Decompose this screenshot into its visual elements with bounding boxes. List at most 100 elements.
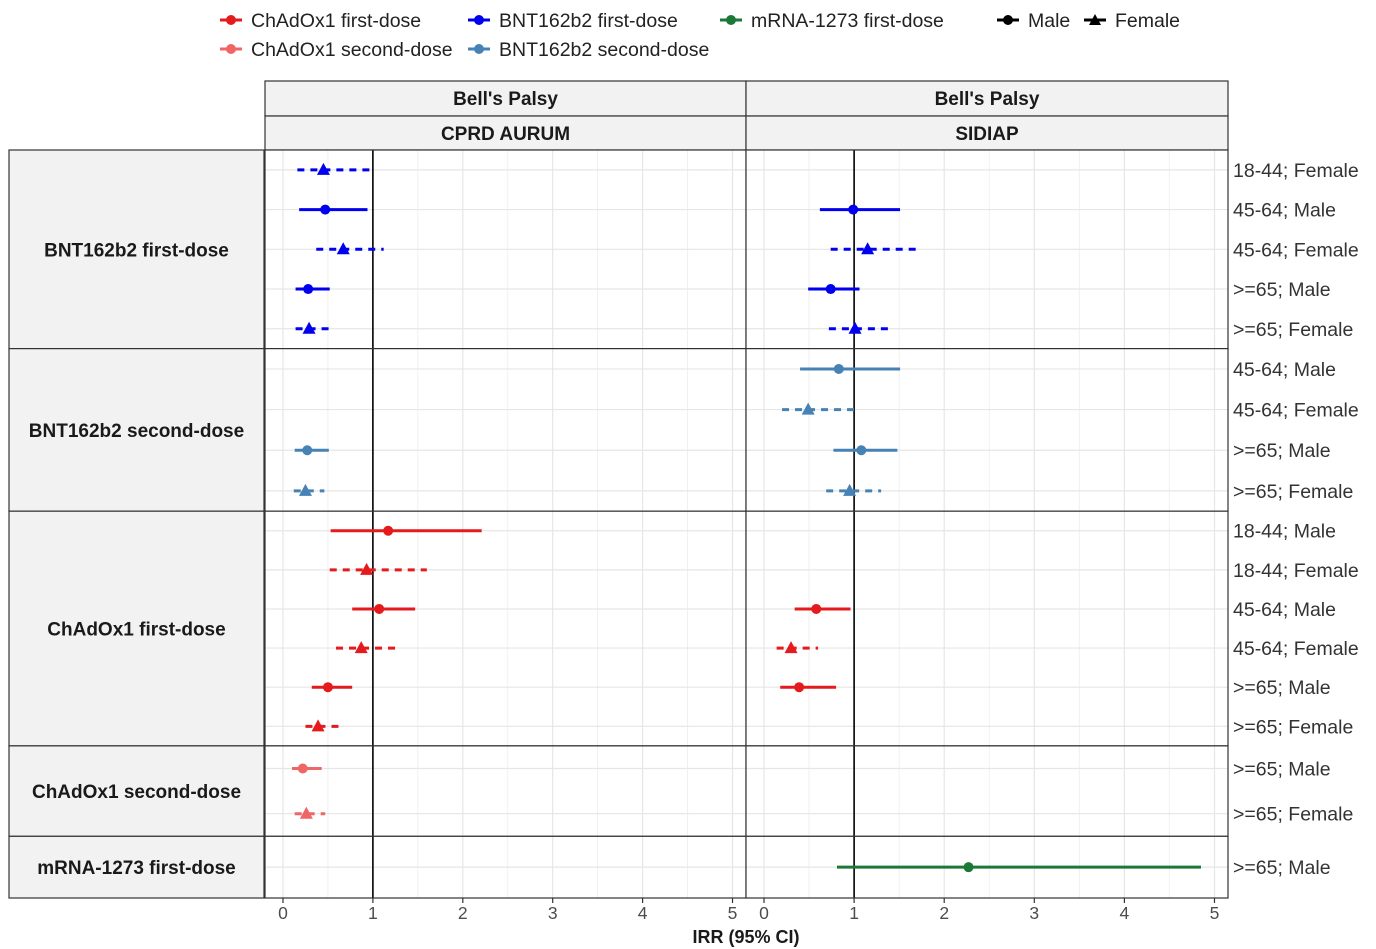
row-label: 18-44; Male xyxy=(1233,521,1336,543)
x-tick-label: 1 xyxy=(849,903,859,923)
panel-background xyxy=(746,348,1228,512)
row-label: 45-64; Male xyxy=(1233,200,1336,222)
estimate xyxy=(830,242,921,255)
panel-cprd xyxy=(264,149,747,350)
legend-label: Female xyxy=(1115,10,1180,32)
point-estimate xyxy=(302,445,313,456)
estimate xyxy=(352,603,416,614)
row-label: >=65; Male xyxy=(1233,857,1331,879)
x-tick-label: 1 xyxy=(368,903,378,923)
point-estimate xyxy=(825,284,836,295)
point-estimate xyxy=(316,162,330,175)
group-strip xyxy=(8,510,265,747)
panel-background xyxy=(746,745,1228,837)
row-label: >=65; Male xyxy=(1233,279,1331,301)
x-tick-label: 0 xyxy=(759,903,769,923)
estimate xyxy=(297,162,372,175)
estimate xyxy=(836,862,1201,873)
panel-sidiap xyxy=(745,510,1229,747)
estimate xyxy=(800,363,901,374)
row-label: >=65; Male xyxy=(1233,677,1331,699)
legend-key-point xyxy=(474,15,484,25)
point-estimate xyxy=(848,204,859,215)
estimate xyxy=(311,682,353,693)
estimate xyxy=(336,641,396,654)
strip-background xyxy=(264,80,747,117)
estimate xyxy=(780,682,837,693)
row-label: >=65; Female xyxy=(1233,716,1353,738)
group-label: mRNA-1273 first-dose xyxy=(37,858,236,879)
group-label: ChAdOx1 first-dose xyxy=(47,620,225,641)
legend-label: ChAdOx1 first-dose xyxy=(251,10,421,32)
row-label: 18-44; Female xyxy=(1233,560,1359,582)
point-estimate xyxy=(360,562,374,575)
legend-label: Male xyxy=(1028,10,1070,32)
point-estimate xyxy=(298,483,312,496)
point-estimate xyxy=(848,321,862,334)
legend-key-point xyxy=(474,44,484,54)
estimate xyxy=(794,603,851,614)
point-estimate xyxy=(311,719,325,732)
x-tick-label: 2 xyxy=(458,903,468,923)
estimate xyxy=(294,445,329,456)
row-label: 45-64; Male xyxy=(1233,599,1336,621)
panel-cprd xyxy=(264,348,747,512)
row-label: >=65; Male xyxy=(1233,440,1331,462)
point-estimate xyxy=(383,525,394,536)
group-label: BNT162b2 second-dose xyxy=(29,421,244,442)
panel-background xyxy=(265,348,746,512)
row-label: >=65; Male xyxy=(1233,758,1331,780)
row-label: 45-64; Male xyxy=(1233,359,1336,381)
group-2: ChAdOx1 first-dose 18-44; Male 18-44; Fema… xyxy=(8,510,1359,747)
legend-label: mRNA-1273 first-dose xyxy=(751,10,944,32)
legend-key-point xyxy=(226,15,236,25)
legend-key-point xyxy=(226,44,236,54)
panel-background xyxy=(265,745,746,837)
legend-label: ChAdOx1 second-dose xyxy=(251,39,453,61)
panel-cprd xyxy=(264,835,747,899)
point-estimate xyxy=(794,682,805,693)
point-estimate xyxy=(856,445,867,456)
estimate xyxy=(833,445,898,456)
x-tick-label: 3 xyxy=(1029,903,1039,923)
point-estimate xyxy=(861,242,875,255)
group-label: BNT162b2 first-dose xyxy=(44,240,229,261)
panel-border xyxy=(745,835,1229,899)
estimate xyxy=(316,242,384,255)
estimate xyxy=(293,483,325,496)
panel-sidiap xyxy=(745,348,1229,512)
panel-background xyxy=(265,511,746,746)
point-estimate xyxy=(336,242,350,255)
x-axis-title: IRR (95% CI) xyxy=(692,927,799,947)
point-estimate xyxy=(963,862,974,873)
group-strip xyxy=(8,745,265,837)
estimate xyxy=(782,402,858,415)
panel-sidiap xyxy=(745,149,1229,350)
row-label: 45-64; Female xyxy=(1233,239,1359,261)
x-axis-sidiap: 0 1 2 3 4 5 xyxy=(759,898,1219,923)
point-estimate xyxy=(299,806,313,819)
estimate xyxy=(826,483,882,496)
legend-key-point xyxy=(1003,15,1013,25)
strip-background xyxy=(745,115,1229,151)
legend-label: BNT162b2 first-dose xyxy=(499,10,678,32)
row-label: >=65; Female xyxy=(1233,804,1353,826)
point-estimate xyxy=(322,682,333,693)
panel-sidiap xyxy=(745,835,1229,899)
group-label: ChAdOx1 second-dose xyxy=(32,782,241,803)
point-estimate xyxy=(354,641,368,654)
group-strip xyxy=(8,348,265,512)
x-tick-label: 4 xyxy=(638,903,648,923)
estimate xyxy=(305,719,339,732)
facet-outcome-label: Bell's Palsy xyxy=(453,89,558,110)
point-estimate xyxy=(811,603,822,614)
legend-key-triangle xyxy=(1089,14,1101,25)
legend-item: BNT162b2 first-dose xyxy=(468,10,678,32)
point-estimate xyxy=(297,763,308,774)
point-estimate xyxy=(784,641,798,654)
estimate xyxy=(329,562,427,575)
facet-database-label: CPRD AURUM xyxy=(441,124,570,145)
x-tick-label: 0 xyxy=(278,903,288,923)
panel-sidiap xyxy=(745,745,1229,837)
point-estimate xyxy=(833,363,844,374)
